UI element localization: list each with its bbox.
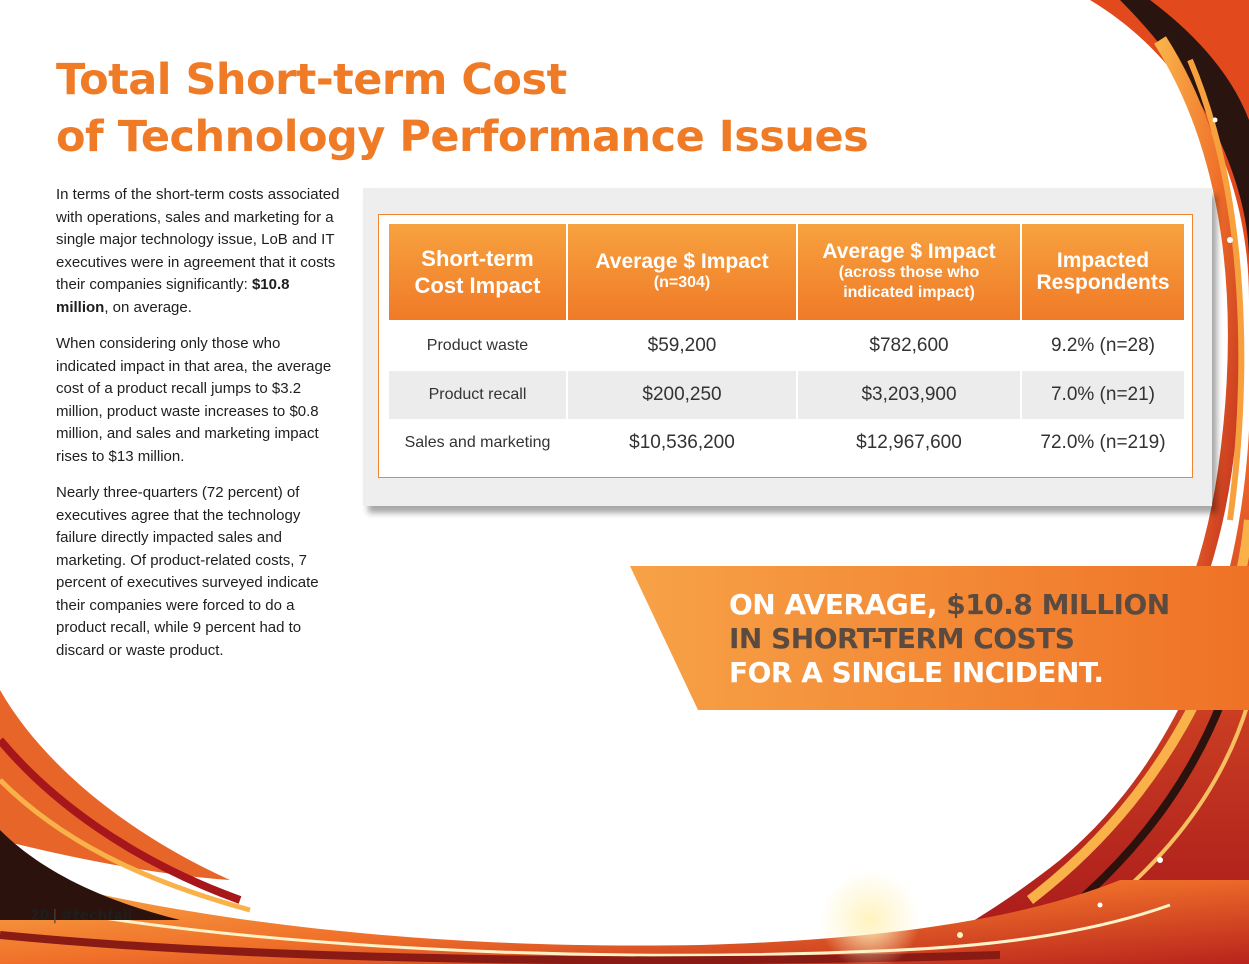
respondents-cell: 72.0% (n=219) [1021,419,1184,467]
callout-text: ON AVERAGE, $10.8 MILLION IN SHORT-TERM … [729,588,1170,690]
paragraph-1-text-a: In terms of the short-term costs associa… [56,186,340,293]
paragraph-2: When considering only those who indicate… [56,335,332,465]
paragraph-3: Nearly three-quarters (72 percent) of ex… [56,484,319,659]
respondents-cell: 7.0% (n=21) [1021,371,1184,419]
row-label: Product waste [389,320,568,371]
table-row: Product waste $59,200 $782,600 9.2% (n=2… [389,320,1184,371]
header-0-line-1: Short-term [421,246,534,271]
title-line-2: of Technology Performance Issues [56,112,869,162]
header-3-line-2: Respondents [1036,271,1170,294]
header-average-impact: Average $ Impact (n=304) [567,224,798,320]
paragraph-1: In terms of the short-term costs associa… [56,184,341,319]
header-impacted-respondents: Impacted Respondents [1021,224,1184,320]
title-line-1: Total Short-term Cost [56,55,567,105]
callout-line-1: ON AVERAGE, $10.8 MILLION [729,588,1170,622]
header-1-line-1: Average $ Impact [595,250,769,273]
table-row: Sales and marketing $10,536,200 $12,967,… [389,419,1184,467]
callout-banner [630,566,1249,710]
header-2-sub-2: indicated impact) [843,284,975,301]
body-text: In terms of the short-term costs associa… [56,184,341,676]
respondents-cell: 9.2% (n=28) [1021,320,1184,371]
average-impact-cell: $10,536,200 [567,419,798,467]
cost-table-card: Short-term Cost Impact Average $ Impact … [363,188,1212,506]
header-1-sub-1: (n=304) [653,274,711,291]
paragraph-1-text-b: , on average. [104,298,192,316]
page-title: Total Short-term Cost of Technology Perf… [56,52,869,166]
table-row: Product recall $200,250 $3,203,900 7.0% … [389,371,1184,419]
row-label: Sales and marketing [389,419,568,467]
header-2-sub-1: (across those who [838,264,980,281]
header-0-line-2: Cost Impact [414,273,541,298]
cost-table: Short-term Cost Impact Average $ Impact … [389,224,1184,467]
average-impact-affected-cell: $3,203,900 [797,371,1022,419]
callout-line-1a: ON AVERAGE, [729,588,947,621]
footer-separator: | [52,908,58,924]
average-impact-cell: $59,200 [567,320,798,371]
paragraph-1-bold-amount: $10.8 million [56,276,290,316]
callout-amount: $10.8 MILLION [946,588,1170,621]
callout-line-2: IN SHORT-TERM COSTS [729,622,1075,655]
header-2-line-1: Average $ Impact [822,240,996,263]
header-cost-impact: Short-term Cost Impact [389,224,568,320]
footer-hashtag: #techfail [61,908,133,924]
header-average-impact-affected: Average $ Impact (across those who indic… [797,224,1022,320]
cost-table-frame: Short-term Cost Impact Average $ Impact … [378,214,1193,478]
page-footer: 20 | #techfail [30,908,133,924]
table-header-row: Short-term Cost Impact Average $ Impact … [389,224,1184,320]
page-number: 20 [30,908,50,924]
average-impact-affected-cell: $782,600 [797,320,1022,371]
average-impact-affected-cell: $12,967,600 [797,419,1022,467]
header-3-line-1: Impacted [1056,249,1150,272]
callout-line-3: FOR A SINGLE INCIDENT. [729,656,1104,689]
average-impact-cell: $200,250 [567,371,798,419]
row-label: Product recall [389,371,568,419]
